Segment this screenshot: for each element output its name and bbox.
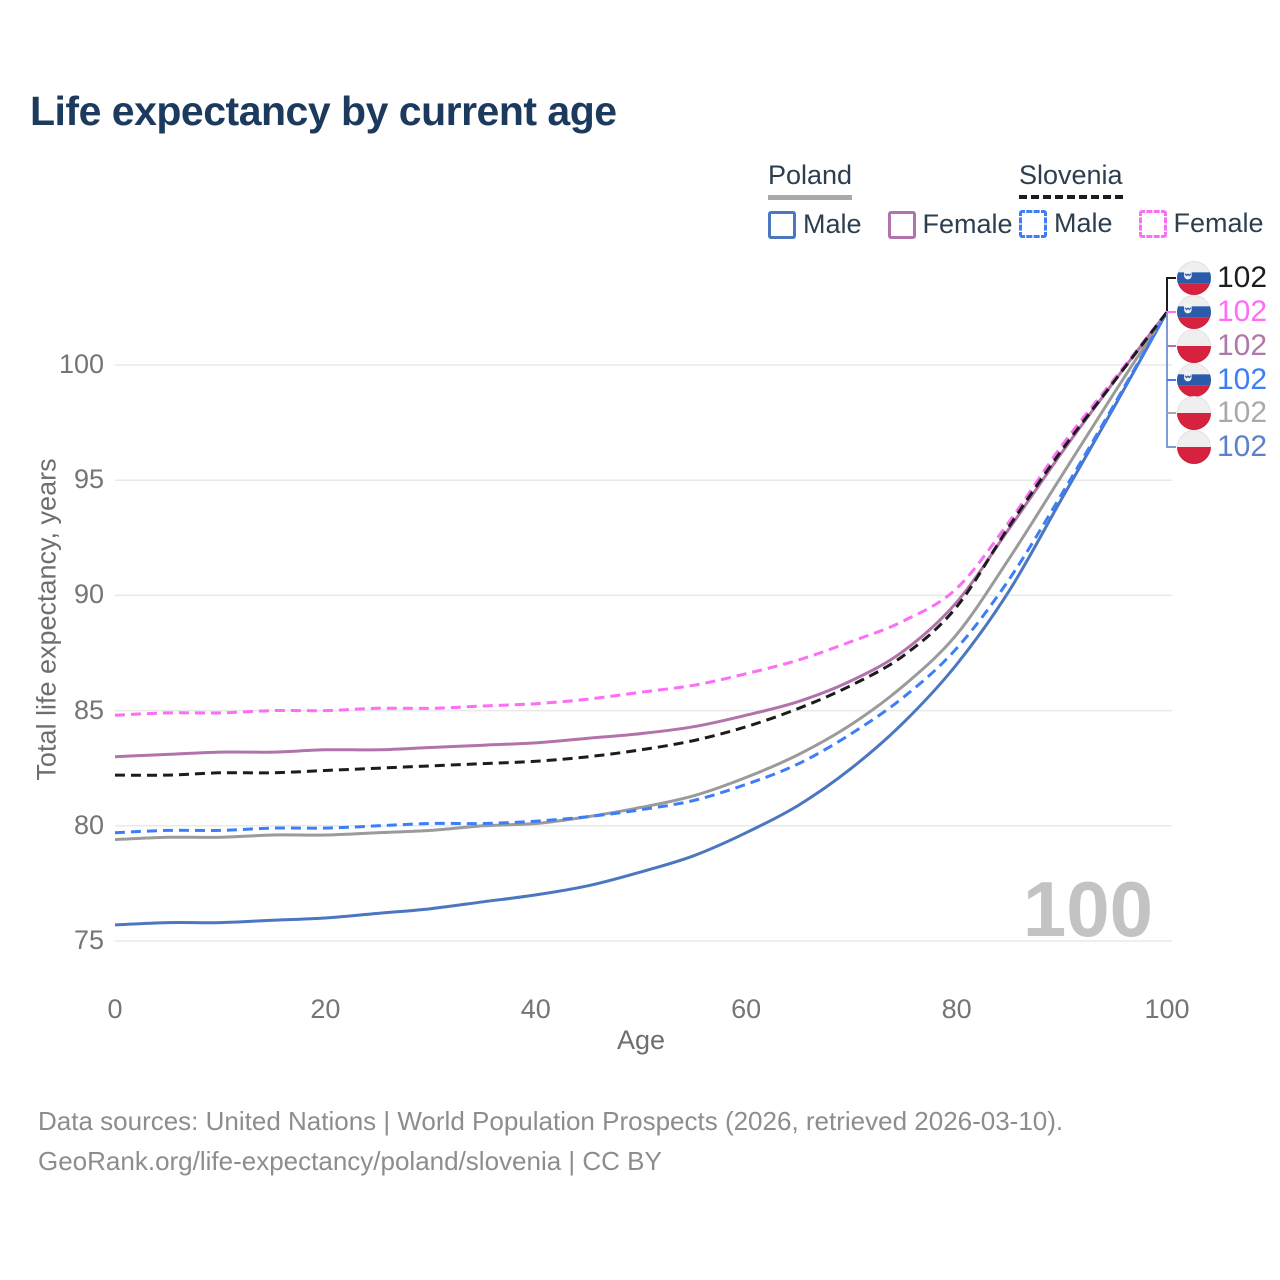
y-tick-label-95: 95 [73, 464, 104, 495]
legend-swatch-poland-male-icon[interactable] [768, 210, 796, 239]
end-label-value: 102 [1217, 363, 1268, 396]
end-label-bracket-lower [1166, 313, 1176, 448]
end-label-value: 102 [1217, 261, 1268, 294]
end-label-poland-male: 102 [1177, 430, 1267, 464]
hover-age-watermark: 100 [1022, 865, 1153, 953]
y-tick-label-85: 85 [73, 694, 104, 725]
legend-swatch-slovenia-female-icon[interactable] [1138, 209, 1167, 238]
x-tick-label-0: 0 [107, 994, 123, 1024]
poland-flag-icon [1177, 329, 1211, 363]
y-tick-label-80: 80 [73, 809, 104, 840]
x-tick-label-60: 60 [731, 994, 762, 1024]
legend-items-poland: Male Female [768, 209, 1039, 240]
y-tick-label-75: 75 [73, 925, 104, 955]
legend-label-slovenia-male[interactable]: Male [1054, 208, 1113, 238]
end-label-slovenia-female: 102 [1177, 295, 1267, 329]
legend-group-slovenia: Slovenia Male Female [1019, 160, 1280, 239]
slovenia-flag-icon [1177, 295, 1211, 329]
y-axis-title: Total life expectancy, years [31, 458, 62, 781]
end-label-slovenia-male: 102 [1177, 363, 1267, 397]
footer-data-sources: Data sources: United Nations | World Pop… [38, 1106, 1064, 1136]
end-label-poland-total: 102 [1177, 396, 1267, 430]
poland-flag-icon [1177, 396, 1211, 430]
x-tick-label-40: 40 [520, 994, 551, 1024]
legend-item-slovenia-female[interactable]: Female [1138, 208, 1264, 239]
series-line-poland-female[interactable] [114, 311, 1169, 759]
end-label-slovenia-total: 102 [1177, 261, 1267, 295]
legend-label-slovenia-female[interactable]: Female [1173, 208, 1264, 238]
series-line-poland-total[interactable] [114, 311, 1169, 842]
slovenia-flag-icon [1177, 261, 1211, 295]
series-line-slovenia-female[interactable] [114, 311, 1169, 717]
x-tick-label-100: 100 [1144, 994, 1190, 1024]
slovenia-flag-icon [1177, 363, 1211, 397]
end-label-value: 102 [1217, 430, 1268, 463]
legend-item-poland-female[interactable]: Female [887, 209, 1013, 240]
legend-label-poland-female[interactable]: Female [922, 209, 1013, 239]
legend-swatch-poland-female-icon[interactable] [887, 210, 916, 239]
series-line-poland-male[interactable] [114, 311, 1169, 927]
y-tick-label-90: 90 [73, 579, 104, 610]
legend-label-poland-male[interactable]: Male [803, 209, 862, 239]
legend-country-poland[interactable]: Poland [768, 160, 853, 200]
poland-flag-icon [1177, 430, 1211, 464]
legend-swatch-slovenia-male-icon[interactable] [1019, 209, 1047, 238]
legend-items-slovenia: Male Female [1019, 208, 1280, 239]
series-line-slovenia-total[interactable] [114, 311, 1169, 777]
legend-group-poland: Poland Male Female [768, 160, 1039, 240]
legend-item-poland-male[interactable]: Male [768, 209, 862, 240]
x-axis-title: Age [616, 1025, 666, 1055]
y-tick-label-100: 100 [58, 349, 104, 379]
footer-attribution-link[interactable]: GeoRank.org/life-expectancy/poland/slove… [38, 1146, 662, 1176]
x-tick-label-80: 80 [941, 994, 972, 1024]
end-label-poland-female: 102 [1177, 329, 1267, 363]
series-line-slovenia-male[interactable] [114, 311, 1169, 835]
end-label-value: 102 [1217, 295, 1268, 328]
legend-country-slovenia[interactable]: Slovenia [1019, 160, 1123, 199]
legend-item-slovenia-male[interactable]: Male [1019, 208, 1113, 239]
end-label-value: 102 [1217, 396, 1268, 429]
chart-title: Life expectancy by current age [30, 88, 617, 134]
end-label-value: 102 [1217, 329, 1268, 362]
end-label-bracket-upper [1166, 277, 1176, 311]
x-tick-label-20: 20 [310, 994, 341, 1024]
